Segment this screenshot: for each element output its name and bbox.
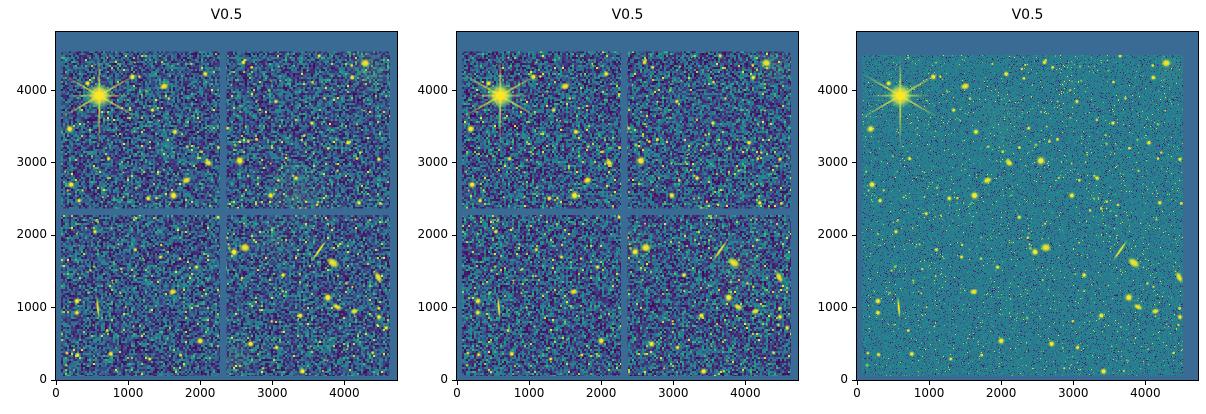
x-tick-mark [456, 381, 458, 385]
x-tick-label: 3000 [657, 386, 689, 400]
x-tick-label: 4000 [329, 386, 360, 400]
x-tick-label: 2000 [985, 386, 1017, 400]
x-tick-label: 3000 [1057, 386, 1089, 400]
x-tick-mark [55, 381, 57, 385]
y-tick-mark [852, 90, 856, 92]
x-tick-mark [1000, 381, 1002, 385]
subplot-2: V0.5 0 1000 2000 3000 4000 0 1000 2000 3000 4000 [417, 7, 799, 400]
x-tick-mark [1072, 381, 1074, 385]
y-tick-mark [51, 234, 55, 236]
x-tick-mark [199, 381, 201, 385]
y-tick-mark [852, 162, 856, 164]
axes-box [856, 31, 1199, 381]
sky-image-canvas [857, 32, 1198, 380]
y-tick-label: 0 [440, 372, 448, 386]
y-tick-mark [452, 234, 456, 236]
subplot-title: V0.5 [1011, 7, 1044, 23]
y-tick-label: 3000 [817, 154, 848, 169]
y-tick-mark [852, 234, 856, 236]
x-tick-mark [271, 381, 273, 385]
y-tick-mark [51, 90, 55, 92]
x-tick-mark [672, 381, 674, 385]
y-tick-label: 3000 [417, 154, 448, 169]
sky-image-canvas [457, 32, 798, 380]
x-tick-label: 0 [453, 386, 461, 400]
y-tick-label: 3000 [16, 154, 47, 169]
y-tick-mark [452, 307, 456, 309]
y-tick-label: 2000 [417, 227, 448, 242]
sky-image-canvas [56, 32, 397, 380]
x-tick-mark [343, 381, 345, 385]
x-tick-label: 4000 [1130, 386, 1161, 400]
y-tick-mark [852, 379, 856, 381]
y-tick-mark [452, 379, 456, 381]
x-tick-label: 1000 [913, 386, 945, 400]
y-tick-label: 1000 [16, 299, 47, 314]
y-tick-mark [452, 162, 456, 164]
subplot-1: V0.5 0 1000 2000 3000 4000 0 1000 2000 3000 4000 [16, 7, 398, 400]
x-tick-label: 1000 [513, 386, 545, 400]
y-tick-mark [852, 307, 856, 309]
x-tick-mark [127, 381, 129, 385]
y-tick-label: 2000 [16, 227, 47, 242]
y-tick-label: 0 [840, 372, 848, 386]
x-tick-label: 1000 [112, 386, 144, 400]
y-tick-label: 4000 [16, 82, 47, 97]
x-tick-label: 0 [853, 386, 861, 400]
y-tick-mark [51, 307, 55, 309]
subplot-3: V0.5 0 1000 2000 3000 4000 0 1000 2000 3000 4000 [817, 7, 1199, 400]
y-tick-label: 4000 [817, 82, 848, 97]
x-tick-label: 3000 [256, 386, 288, 400]
y-tick-label: 1000 [817, 299, 848, 314]
x-tick-mark [1144, 381, 1146, 385]
x-tick-mark [856, 381, 858, 385]
y-tick-label: 2000 [817, 227, 848, 242]
y-tick-label: 4000 [417, 82, 448, 97]
x-tick-label: 2000 [184, 386, 216, 400]
y-tick-mark [51, 162, 55, 164]
x-tick-mark [600, 381, 602, 385]
y-tick-mark [51, 379, 55, 381]
axes-box [456, 31, 799, 381]
y-tick-label: 1000 [417, 299, 448, 314]
subplot-title: V0.5 [611, 7, 644, 23]
y-tick-mark [452, 90, 456, 92]
x-tick-label: 0 [52, 386, 60, 400]
subplot-title: V0.5 [210, 7, 243, 23]
x-tick-label: 4000 [730, 386, 761, 400]
x-tick-label: 2000 [585, 386, 617, 400]
x-tick-mark [928, 381, 930, 385]
x-tick-mark [744, 381, 746, 385]
axes-box [55, 31, 398, 381]
y-tick-label: 0 [39, 372, 47, 386]
x-tick-mark [528, 381, 530, 385]
